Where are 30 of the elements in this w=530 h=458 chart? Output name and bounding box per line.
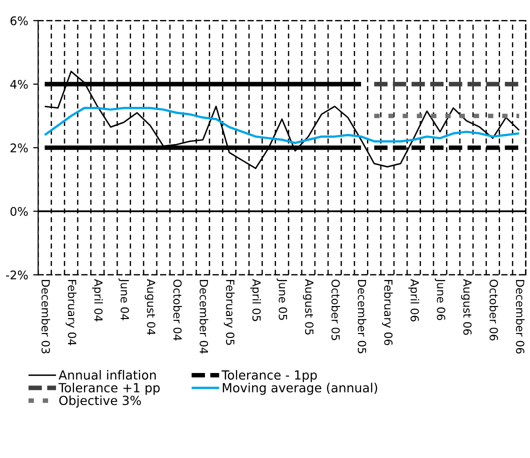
x-tick-label: June 05 [276, 278, 288, 320]
legend-label: Tolerance - 1pp [222, 370, 317, 382]
y-tick-label: 6% [10, 16, 28, 26]
y-tick-label: 4% [10, 80, 28, 89]
x-tick-label: August 06 [461, 279, 472, 335]
legend-label: Objective 3% [59, 395, 141, 408]
x-tick-label: April 06 [408, 279, 420, 322]
x-tick-label: August 04 [144, 279, 156, 335]
x-tick-label: December 05 [358, 280, 366, 354]
x-tick-label: December 06 [516, 280, 525, 354]
x-tick-label: October 05 [331, 280, 340, 340]
x-tick-label: February 04 [66, 280, 76, 346]
x-tick-label: December 04 [200, 280, 208, 354]
legend-label: Moving average (annual) [222, 382, 378, 395]
x-tick-label: October 04 [173, 280, 182, 340]
line-series [44, 106, 520, 144]
x-tick-label: August 05 [302, 279, 314, 335]
legend-label: Annual inflation [58, 370, 156, 380]
y-tick-label: -2% [6, 270, 28, 280]
x-tick-label: February 05 [224, 280, 235, 345]
x-tick-label: June 04 [118, 278, 129, 320]
legend-label: Tolerance +1 pp [58, 382, 160, 395]
x-tick-label: April 04 [92, 279, 103, 322]
x-tick-label: April 05 [250, 279, 261, 322]
x-tick-label: February 06 [382, 280, 393, 346]
x-tick-label: June 06 [434, 278, 446, 320]
y-tick-label: 0% [10, 206, 28, 216]
x-tick-label: December 03 [42, 280, 50, 354]
x-tick-label: October 06 [490, 280, 498, 340]
y-tick-label: 2% [10, 143, 28, 152]
